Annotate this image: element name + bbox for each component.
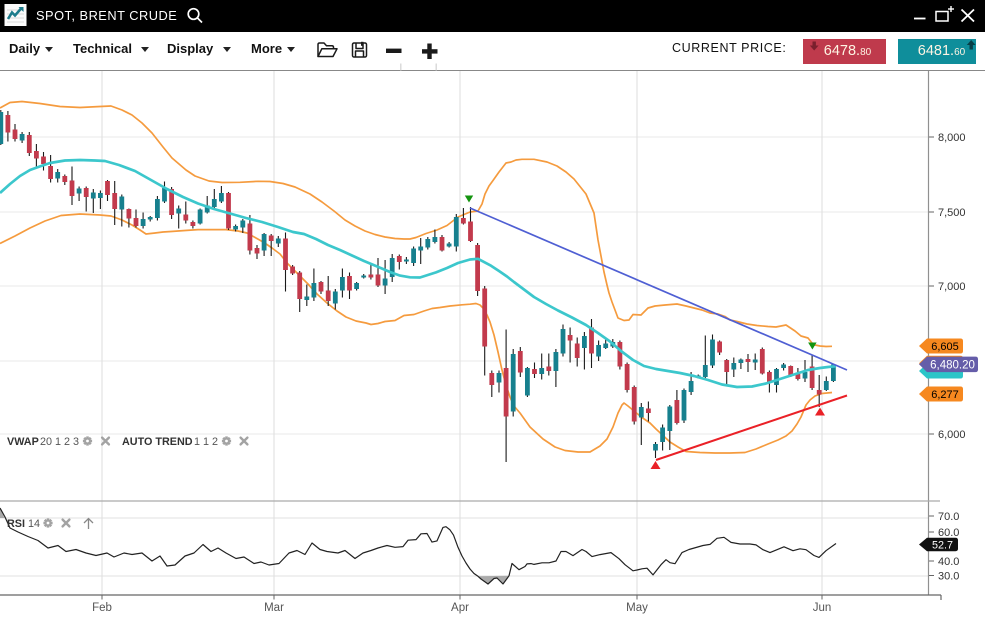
svg-text:Feb: Feb bbox=[92, 602, 112, 614]
svg-text:60.0: 60.0 bbox=[938, 527, 959, 539]
svg-text:VWAP: VWAP bbox=[7, 436, 39, 448]
svg-text:14: 14 bbox=[28, 518, 40, 530]
svg-text:Jun: Jun bbox=[813, 602, 832, 614]
svg-text:6,000: 6,000 bbox=[938, 429, 966, 441]
svg-text:Mar: Mar bbox=[264, 602, 284, 614]
svg-text:May: May bbox=[626, 602, 648, 614]
svg-text:8,000: 8,000 bbox=[938, 132, 966, 144]
svg-text:6,480.20: 6,480.20 bbox=[930, 359, 975, 371]
svg-text:Apr: Apr bbox=[451, 602, 469, 614]
svg-text:6,277: 6,277 bbox=[931, 389, 959, 401]
svg-text:AUTO TREND: AUTO TREND bbox=[122, 436, 193, 448]
svg-text:6,605: 6,605 bbox=[931, 341, 959, 353]
svg-text:30.0: 30.0 bbox=[938, 571, 959, 583]
svg-text:40.0: 40.0 bbox=[938, 556, 959, 568]
svg-text:1 1 2: 1 1 2 bbox=[194, 436, 218, 448]
svg-text:52.7: 52.7 bbox=[932, 540, 953, 552]
svg-text:RSI: RSI bbox=[7, 518, 25, 530]
svg-text:7,000: 7,000 bbox=[938, 281, 966, 293]
svg-text:7,500: 7,500 bbox=[938, 207, 966, 219]
svg-text:20 1 2 3: 20 1 2 3 bbox=[40, 436, 79, 448]
svg-text:70.0: 70.0 bbox=[938, 511, 959, 523]
